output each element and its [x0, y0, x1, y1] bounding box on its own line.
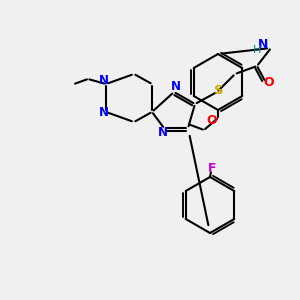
Text: N: N	[258, 38, 268, 52]
Text: N: N	[99, 106, 109, 118]
Text: N: N	[99, 74, 109, 86]
Text: S: S	[214, 85, 224, 98]
Text: F: F	[208, 163, 216, 176]
Text: N: N	[158, 127, 168, 140]
Text: N: N	[171, 80, 181, 92]
Text: O: O	[207, 113, 217, 127]
Text: H: H	[253, 45, 261, 55]
Text: O: O	[264, 76, 274, 89]
